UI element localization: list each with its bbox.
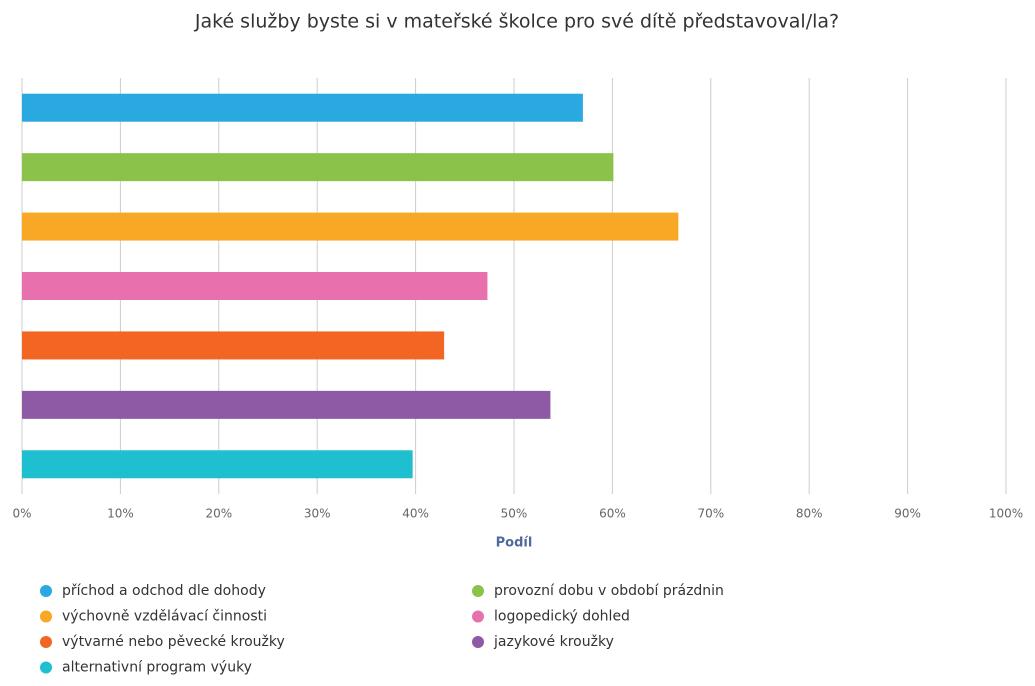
legend-marker [40,636,52,648]
x-tick-label: 100% [989,507,1023,521]
legend-marker [40,661,52,674]
x-tick-label: 0% [12,507,31,521]
x-axis-label: Podíl [496,536,533,551]
bar [22,390,551,419]
x-tick-label: 10% [107,507,134,521]
legend-label: jazykové kroužky [493,634,614,650]
x-tick-label: 20% [205,507,232,521]
legend-marker [40,585,52,597]
legend-marker [472,585,484,597]
legend-label: výchovně vzdělávací činnosti [62,609,267,625]
x-tick-label: 50% [501,507,528,521]
x-tick-label: 90% [894,507,921,521]
legend-label: provozní dobu v období prázdnin [494,583,724,599]
legend-label: logopedický dohled [494,609,630,625]
bar [22,272,488,300]
bar [22,212,679,241]
bar [22,153,614,182]
x-tick-label: 80% [796,507,823,521]
x-tick-label: 60% [599,507,626,521]
chart-title: Jaké služby byste si v mateřské školce p… [194,11,839,33]
x-tick-label: 30% [304,507,331,521]
legend-label: příchod a odchod dle dohody [62,583,266,599]
bar [22,331,445,360]
legend-marker [40,610,52,623]
x-tick-label: 70% [697,507,724,521]
x-tick-label: 40% [402,507,429,521]
bar [22,450,413,479]
legend-marker [472,636,484,648]
bar [22,93,583,122]
legend-label: alternativní program výuky [62,660,252,676]
legend-label: výtvarné nebo pěvecké kroužky [62,634,285,650]
legend-marker [472,610,484,623]
